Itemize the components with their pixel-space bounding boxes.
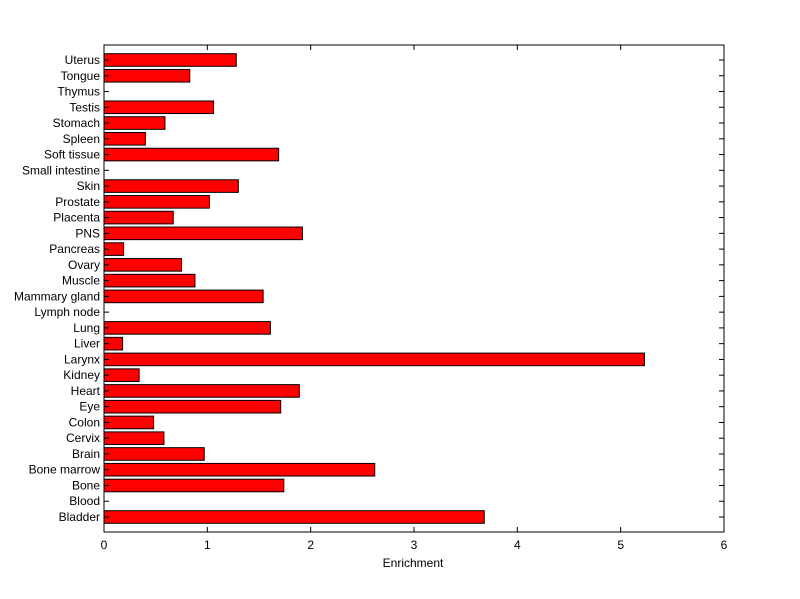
bar-prostate — [103, 195, 210, 209]
bar-stomach — [103, 116, 166, 130]
y-tick-label: Eye — [79, 400, 100, 414]
y-tick-label: Small intestine — [22, 163, 100, 177]
bar-spleen — [103, 131, 146, 146]
bar-eye — [103, 399, 282, 414]
bar-kidney — [103, 368, 140, 382]
bar-brain — [103, 447, 205, 461]
plot-frame — [103, 44, 725, 533]
y-tick-label: Lung — [73, 321, 100, 335]
y-tick-label: Placenta — [53, 211, 100, 225]
y-tick-label: Cervix — [66, 431, 100, 445]
y-tick-label: Skin — [77, 179, 100, 193]
y-tick-label: Mammary gland — [14, 289, 100, 303]
y-tick-label: Bladder — [59, 510, 100, 524]
y-tick-label: Brain — [72, 447, 100, 461]
bar-lung — [103, 321, 271, 335]
y-tick-label: Uterus — [65, 53, 100, 67]
y-tick-label: Pancreas — [49, 242, 100, 256]
y-tick-label: Spleen — [63, 132, 100, 146]
bar-skin — [103, 179, 239, 193]
bar-soft-tissue — [103, 147, 280, 162]
x-tick-label: 5 — [617, 538, 624, 552]
y-tick-label: Muscle — [62, 274, 100, 288]
y-tick-label: Lymph node — [34, 305, 100, 319]
x-tick-label: 2 — [307, 538, 314, 552]
y-tick-label: Stomach — [53, 116, 100, 130]
bar-bone — [103, 478, 285, 493]
bar-heart — [103, 384, 300, 398]
bar-testis — [103, 100, 215, 115]
x-tick-label: 4 — [514, 538, 521, 552]
x-ticks-group: 0 1 2 3 4 5 6 — [101, 45, 728, 552]
y-tick-label: Larynx — [64, 352, 100, 366]
y-tick-label: Bone marrow — [29, 463, 101, 477]
y-tick-label: Colon — [69, 415, 100, 429]
bar-pns — [103, 226, 303, 241]
x-tick-label: 3 — [411, 538, 418, 552]
bar-cervix — [103, 431, 165, 446]
bar-larynx — [103, 352, 645, 367]
y-tick-label: Liver — [74, 337, 100, 351]
y-tick-label: Heart — [71, 384, 101, 398]
y-tick-label: Thymus — [57, 85, 100, 99]
y-tick-label: Prostate — [55, 195, 100, 209]
x-tick-label: 0 — [101, 538, 108, 552]
x-tick-label: 6 — [721, 538, 728, 552]
y-tick-label: Blood — [69, 494, 100, 508]
plot-area — [104, 45, 724, 532]
y-tick-label: Tongue — [61, 69, 101, 83]
x-axis-label: Enrichment — [383, 556, 444, 570]
x-tick-label: 1 — [204, 538, 211, 552]
y-tick-label: Bone — [72, 478, 100, 492]
bar-placenta — [103, 210, 174, 225]
y-tick-label: Soft tissue — [44, 148, 100, 162]
y-tick-label: Ovary — [68, 258, 100, 272]
bar-ovary — [103, 258, 182, 272]
bar-mammary-gland — [103, 289, 264, 304]
bar-tongue — [103, 68, 191, 83]
y-tick-label: Testis — [69, 100, 100, 114]
bar-bone-marrow — [103, 462, 376, 477]
bar-colon — [103, 415, 155, 430]
bar-muscle — [103, 273, 196, 288]
bar-bladder — [103, 510, 485, 524]
y-tick-label: PNS — [75, 226, 100, 240]
y-tick-label: Kidney — [63, 368, 100, 382]
bar-uterus — [103, 53, 237, 67]
